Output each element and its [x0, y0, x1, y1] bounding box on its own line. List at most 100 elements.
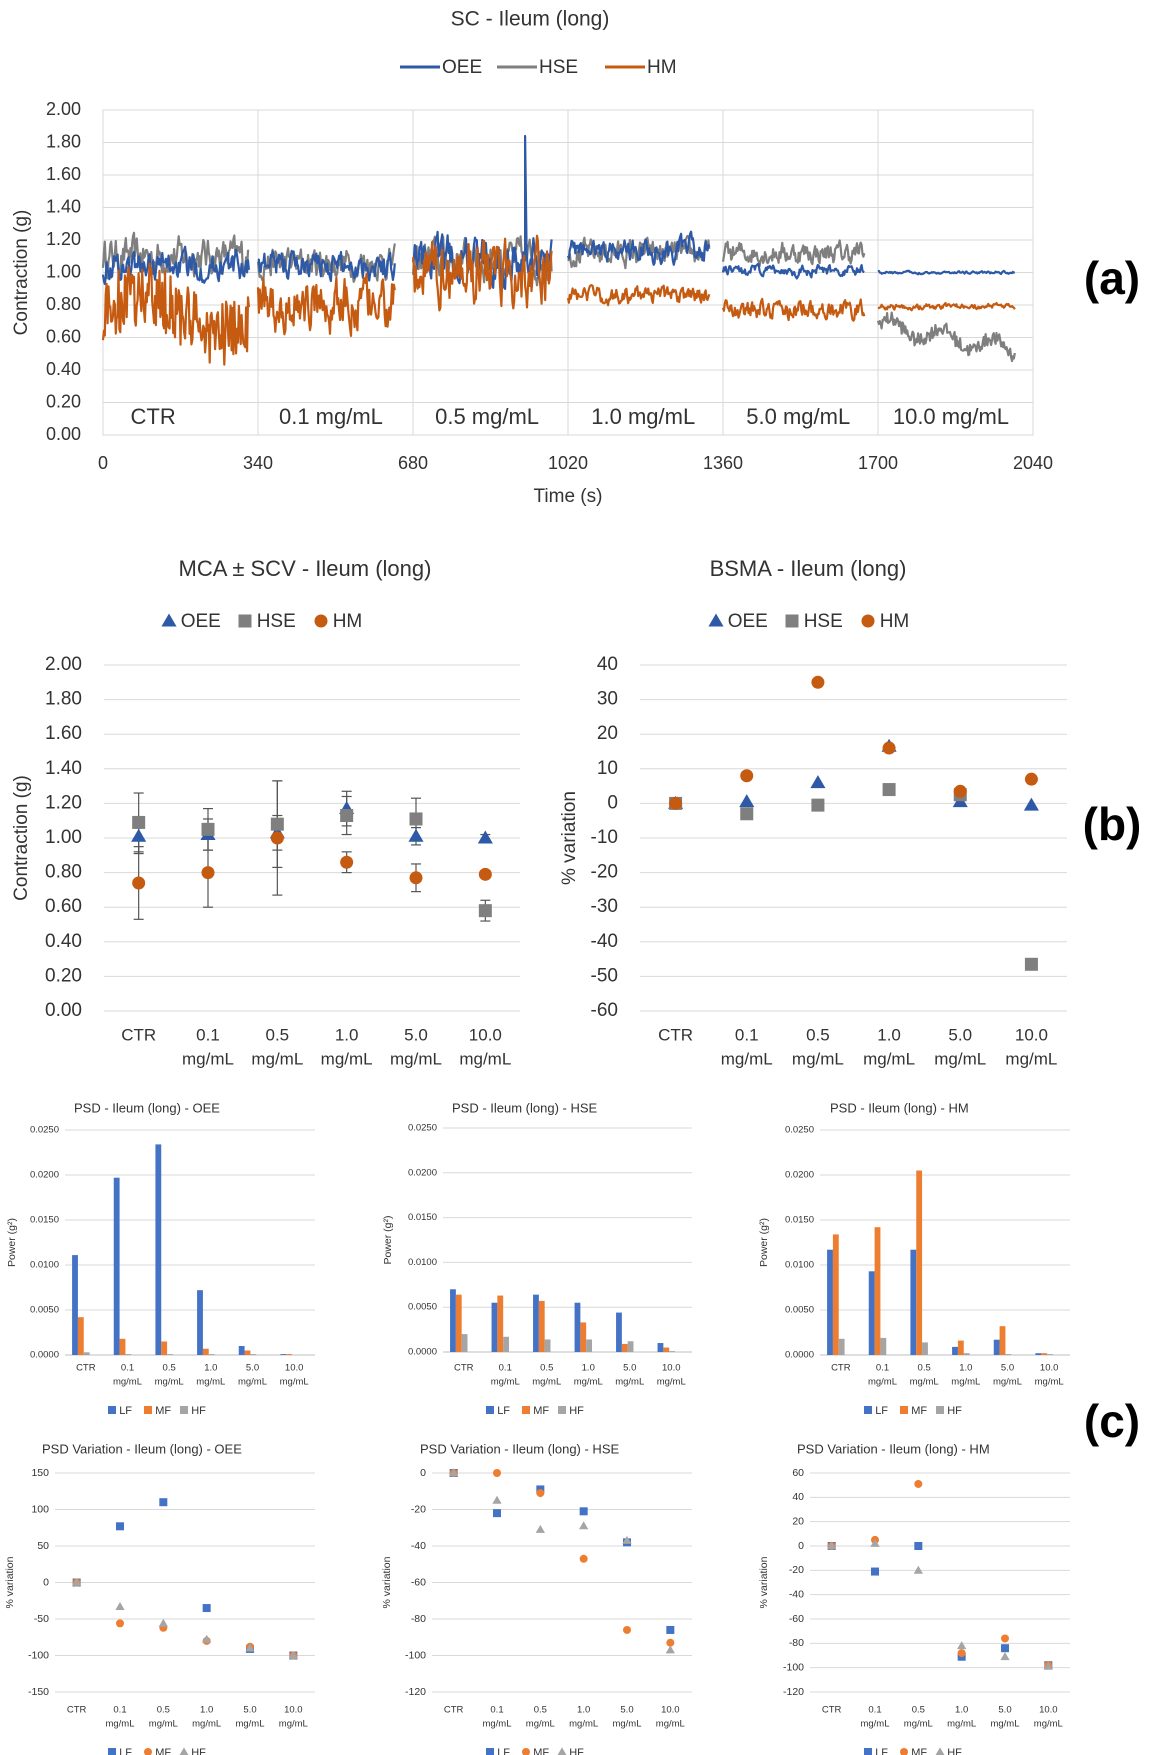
bar-mf	[832, 1234, 839, 1355]
y-tick-label: 0.0050	[408, 1302, 437, 1313]
x-tick-label: 0	[98, 453, 108, 473]
bar-lf	[72, 1255, 78, 1355]
bar-lf	[868, 1271, 875, 1355]
legend-marker-hf	[935, 1747, 945, 1755]
point-mf	[666, 1638, 675, 1647]
point-mf	[493, 1469, 501, 1477]
y-tick-label: 0.0000	[785, 1350, 814, 1361]
bar-mf	[663, 1347, 670, 1352]
chart-c5-title: PSD Variation - Ileum (long) - HSE	[420, 1441, 619, 1456]
x-tick-label: 0.1	[868, 1705, 881, 1716]
x-tick-label: 0.1	[196, 1025, 220, 1044]
series-line-hse	[256, 243, 396, 283]
point-hf	[202, 1634, 212, 1643]
series-line-oee	[721, 262, 865, 280]
legend-marker-lf	[108, 1748, 116, 1755]
point-hf	[1043, 1661, 1053, 1670]
bar-hf	[1047, 1354, 1053, 1355]
point-lf	[579, 1507, 588, 1516]
bar-lf	[827, 1249, 833, 1355]
bar-mf	[874, 1227, 881, 1355]
point-hf	[579, 1521, 589, 1530]
point-hse	[740, 807, 754, 821]
x-tick-label: 10.0	[1040, 1363, 1059, 1374]
point-hm	[201, 866, 215, 880]
x-tick-label: CTR	[658, 1025, 693, 1044]
y-tick-label: 1.80	[46, 131, 81, 151]
x-tick-label: 1.0	[582, 1363, 595, 1374]
legend-marker-mf	[900, 1748, 908, 1755]
y-tick-label: -30	[591, 896, 618, 917]
x-tick-label: 1360	[703, 453, 743, 473]
y-axis-label: % variation	[381, 1556, 393, 1608]
x-tick-label: 1.0	[955, 1705, 968, 1716]
chart-c4-title: PSD Variation - Ileum (long) - OEE	[42, 1441, 242, 1456]
point-mf	[957, 1649, 966, 1658]
x-tick-label: mg/mL	[459, 1049, 511, 1068]
point-lf	[116, 1522, 124, 1531]
point-mf	[116, 1619, 124, 1628]
point-lf	[159, 1498, 168, 1507]
x-tick-label: mg/mL	[1034, 1719, 1063, 1730]
segment-label: 5.0 mg/mL	[746, 404, 850, 429]
series-line-hse	[721, 239, 866, 268]
y-tick-label: -100	[405, 1649, 426, 1661]
y-tick-label: 2.00	[45, 654, 82, 675]
legend-label-lf: LF	[497, 1747, 510, 1755]
x-tick-label: 5.0	[246, 1363, 259, 1374]
chart-c1-title: PSD - Ileum (long) - OEE	[74, 1100, 220, 1115]
legend-label-lf: LF	[119, 1747, 132, 1755]
legend-label-hf: HF	[569, 1405, 584, 1417]
legend-label-hm: HM	[333, 611, 363, 632]
x-tick-label: mg/mL	[251, 1049, 303, 1068]
point-lf	[493, 1509, 501, 1518]
legend-label-hf: HF	[191, 1747, 206, 1755]
point-hf	[158, 1618, 168, 1627]
y-tick-label: -20	[789, 1564, 804, 1576]
x-tick-label: CTR	[67, 1705, 87, 1716]
x-tick-label: mg/mL	[947, 1719, 976, 1730]
point-hse	[270, 817, 284, 831]
x-tick-label: mg/mL	[182, 1049, 234, 1068]
bar-mf	[621, 1343, 628, 1352]
bar-mf	[957, 1340, 964, 1355]
y-tick-label: 0.00	[46, 424, 81, 444]
series-line-hse	[876, 311, 1016, 363]
chart-b2-title: BSMA - Ileum (long)	[710, 556, 907, 581]
y-tick-label: 0.0200	[30, 1170, 59, 1181]
x-tick-label: 10.0	[1015, 1025, 1048, 1044]
x-tick-label: mg/mL	[863, 1049, 915, 1068]
x-tick-label: mg/mL	[657, 1377, 686, 1388]
y-tick-label: 0.0250	[785, 1125, 814, 1136]
panel-label-c: (c)	[1084, 1395, 1140, 1447]
x-tick-label: 0.5	[912, 1705, 925, 1716]
x-tick-label: 5.0	[948, 1025, 972, 1044]
x-tick-label: mg/mL	[105, 1719, 134, 1730]
y-tick-label: 0.0250	[30, 1125, 59, 1136]
x-tick-label: 1.0	[959, 1363, 972, 1374]
y-tick-label: 0.0150	[785, 1215, 814, 1226]
bar-lf	[238, 1346, 245, 1355]
y-tick-label: 0.60	[46, 326, 81, 346]
x-tick-label: 0.5	[806, 1025, 830, 1044]
y-tick-label: 0.0200	[408, 1167, 437, 1178]
point-hm	[882, 741, 896, 755]
point-hf	[115, 1601, 125, 1610]
y-tick-label: 0.80	[46, 294, 81, 314]
bar-mf	[161, 1341, 168, 1355]
y-tick-label: 30	[597, 689, 618, 710]
y-tick-label: -20	[411, 1503, 426, 1515]
x-tick-label: 0.5	[540, 1363, 553, 1374]
bar-lf	[574, 1302, 581, 1352]
x-tick-label: 1.0	[200, 1705, 213, 1716]
legend-marker-lf	[864, 1748, 872, 1755]
x-tick-label: 10.0	[661, 1705, 680, 1716]
bar-hf	[125, 1354, 132, 1355]
point-hse	[201, 822, 215, 836]
bar-lf	[450, 1289, 456, 1352]
x-tick-label: mg/mL	[615, 1377, 644, 1388]
x-tick-label: mg/mL	[792, 1049, 844, 1068]
point-hf	[870, 1538, 880, 1547]
legend-label-mf: MF	[911, 1405, 927, 1417]
bar-hf	[669, 1351, 675, 1352]
